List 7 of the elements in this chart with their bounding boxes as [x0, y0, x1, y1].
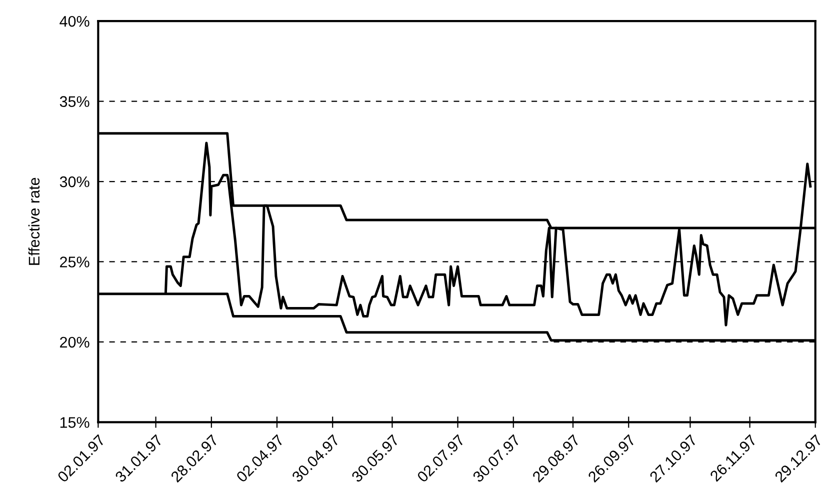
y-tick-label: 20%	[60, 336, 90, 348]
y-tick-label: 15%	[60, 417, 90, 428]
y-tick-label: 25%	[60, 256, 90, 268]
y-tick-label: 40%	[60, 16, 90, 27]
y-tick-label: 30%	[60, 176, 90, 188]
y-tick-label: 35%	[60, 96, 90, 107]
y-axis-title: Effective rate	[28, 178, 40, 265]
